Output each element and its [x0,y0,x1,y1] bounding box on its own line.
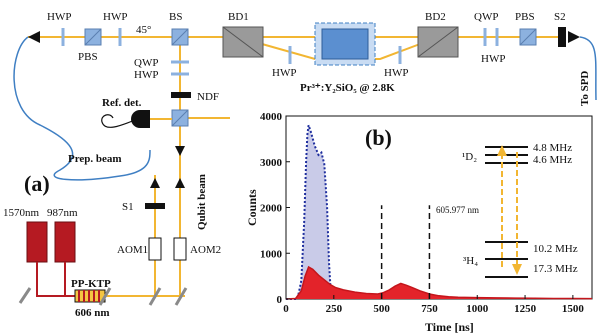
label-pbs1: PBS [78,51,98,63]
label-qubit-beam: Qubit beam [196,174,208,230]
label-split-u1: 4.8 MHz [533,142,572,154]
y-ticks: 0 1000 2000 3000 4000 [260,111,290,306]
s2-shutter-icon [558,27,566,47]
label-s2: S2 [554,11,566,23]
panel-b-label: (b) [365,125,392,150]
panel-a-label: (a) [24,171,50,196]
label-split-l2: 17.3 MHz [533,263,578,275]
prep-arrow-up-icon [150,178,160,188]
label-hwp-mid1: HWP [272,67,296,79]
label-split-l1: 10.2 MHz [533,243,578,255]
y-tick-label: 4000 [260,111,283,123]
label-angle: 45° [136,24,151,36]
label-aom1: AOM1 [117,244,148,256]
fiber-output-arrow-icon [28,31,40,43]
arrow-up-head-icon [497,145,507,156]
x-tick-label: 750 [421,303,438,315]
label-qwp-left: QWP [134,57,158,69]
dashed-markers [380,205,431,299]
ref-detector-icon [131,110,150,128]
x-tick-label: 500 [373,303,390,315]
optical-setup: HWP HWP PBS 45° BS BD1 HWP HWP Pr³⁺:Y₂Si… [3,11,597,319]
y-tick-label: 3000 [260,157,283,169]
label-hwp-left: HWP [134,69,158,81]
label-split-u2: 4.6 MHz [533,154,572,166]
spd-fiber [579,36,597,101]
label-hwp1: HWP [47,11,71,23]
qubit-arrow-up-icon [175,178,185,188]
label-lower-state: ³H₄ [463,255,478,267]
series-layer [285,124,593,300]
prep-fiber [13,36,151,181]
y-axis-label: Counts [245,189,259,226]
x-axis-label: Time [ns] [425,320,474,333]
laser-1570-icon [26,221,48,263]
aom2-icon [173,237,187,261]
label-hwp-right: HWP [481,53,505,65]
series-1-line [286,124,335,300]
qubit-arrow-down-icon [175,146,185,156]
x-tick-label: 250 [326,303,343,315]
label-bs: BS [169,11,182,23]
label-to-spd: To SPD [579,71,591,106]
laser-987-icon [54,221,76,263]
counts-chart: 0 1000 2000 3000 4000 0 250 500 750 1000 1250 1500… [245,111,593,333]
label-laser-987: 987nm [47,207,78,219]
label-crystal: Pr³⁺:Y₂SiO₅ @ 2.8K [300,82,395,94]
mirror-bottom-4-icon [18,287,32,304]
label-laser-1570: 1570nm [3,207,40,219]
label-hwp-mid2: HWP [384,67,408,79]
label-qwp-top: QWP [474,11,498,23]
arrow-down-head-icon [512,264,522,275]
level-diagram: ¹D₂ ³H₄ 4.8 MHz 4.6 MHz 10.2 MHz 17.3 MH… [436,142,578,278]
x-tick-label: 1250 [514,303,537,315]
label-ref-det: Ref. det. [102,97,142,109]
x-tick-label: 0 [283,303,289,315]
label-prep-beam: Prep. beam [68,153,122,165]
x-tick-label: 1000 [466,303,489,315]
label-ndf: NDF [197,91,219,103]
y-tick-label: 2000 [260,203,283,215]
label-606nm: 606 nm [75,307,110,319]
label-pbs2: PBS [515,11,535,23]
x-tick-label: 1500 [562,303,585,315]
label-aom2: AOM2 [190,244,221,256]
label-ppktp: PP-KTP [71,278,111,290]
mirror-bottom-1-icon [98,287,112,306]
s1-shutter-icon [145,203,165,209]
aom1-icon [148,237,162,261]
crystal-icon [321,28,369,60]
ndf-icon [171,92,191,98]
series-2-line [285,265,593,300]
label-s1: S1 [122,201,134,213]
label-upper-state: ¹D₂ [462,151,477,163]
y-tick-label: 0 [277,294,283,306]
mirror-bottom-2-icon [148,287,162,306]
mirror-bottom-3-icon [174,287,188,306]
series-2-area [286,267,592,299]
series-1-area [286,125,334,299]
label-hwp2: HWP [103,11,127,23]
label-transition: 605.977 nm [436,205,479,215]
ref-cable [101,114,136,128]
x-ticks: 0 250 500 750 1000 1250 1500 [283,295,584,315]
y-tick-label: 1000 [260,248,283,260]
label-bd2: BD2 [425,11,446,23]
label-bd1: BD1 [228,11,249,23]
spd-input-arrow-icon [568,31,580,43]
